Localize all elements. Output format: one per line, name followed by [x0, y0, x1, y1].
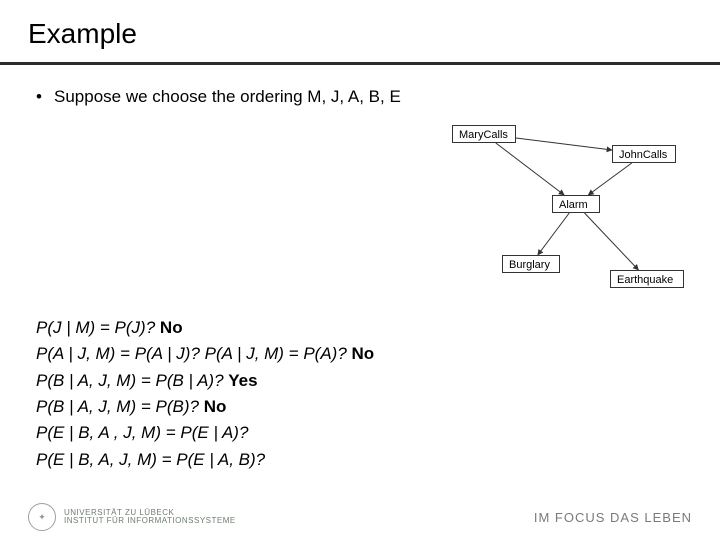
prob-row: P(J | M) = P(J)? No: [36, 315, 374, 341]
probability-list: P(J | M) = P(J)? No P(A | J, M) = P(A | J…: [36, 315, 374, 473]
bullet-text: Suppose we choose the ordering M, J, A, …: [54, 87, 401, 107]
uni-line2: INSTITUT FÜR INFORMATIONSSYSTEME: [64, 517, 236, 525]
prob-expression: P(J | M) = P(J)?: [36, 318, 155, 337]
graph-node-john: JohnCalls: [612, 145, 676, 163]
bullet-item: • Suppose we choose the ordering M, J, A…: [36, 87, 692, 107]
graph-edge: [516, 138, 612, 150]
prob-expression: P(E | B, A , J, M) = P(E | A)?: [36, 423, 248, 442]
slide-title: Example: [28, 18, 692, 50]
graph-node-earthquake: Earthquake: [610, 270, 684, 288]
prob-expression: P(B | A, J, M) = P(B)?: [36, 397, 199, 416]
prob-answer: No: [352, 344, 375, 363]
footer-slogan: IM FOCUS DAS LEBEN: [534, 510, 692, 525]
prob-row: P(E | B, A, J, M) = P(E | A, B)?: [36, 447, 374, 473]
graph-edge: [588, 163, 632, 195]
prob-answer: Yes: [228, 371, 257, 390]
prob-expression: P(B | A, J, M) = P(B | A)?: [36, 371, 224, 390]
bayes-net-diagram: MaryCalls JohnCalls Alarm Burglary Earthquak…: [442, 125, 692, 305]
prob-answer: No: [204, 397, 227, 416]
footer-left: ✦ UNIVERSITÄT ZU LÜBECK INSTITUT FÜR INF…: [28, 503, 236, 531]
university-name: UNIVERSITÄT ZU LÜBECK INSTITUT FÜR INFOR…: [64, 509, 236, 526]
graph-node-burglary: Burglary: [502, 255, 560, 273]
graph-node-alarm: Alarm: [552, 195, 600, 213]
graph-edge: [496, 143, 564, 195]
prob-row: P(B | A, J, M) = P(B | A)? Yes: [36, 368, 374, 394]
prob-row: P(B | A, J, M) = P(B)? No: [36, 394, 374, 420]
graph-edge: [538, 213, 570, 255]
prob-answer: No: [160, 318, 183, 337]
bullet-marker: •: [36, 87, 54, 107]
prob-row: P(E | B, A , J, M) = P(E | A)?: [36, 420, 374, 446]
footer: ✦ UNIVERSITÄT ZU LÜBECK INSTITUT FÜR INF…: [0, 494, 720, 540]
prob-expression: P(A | J, M) = P(A | J)? P(A | J, M) = P(…: [36, 344, 347, 363]
graph-node-mary: MaryCalls: [452, 125, 516, 143]
prob-expression: P(E | B, A, J, M) = P(E | A, B)?: [36, 450, 265, 469]
university-seal-icon: ✦: [28, 503, 56, 531]
graph-edge: [585, 213, 639, 270]
prob-row: P(A | J, M) = P(A | J)? P(A | J, M) = P(…: [36, 341, 374, 367]
